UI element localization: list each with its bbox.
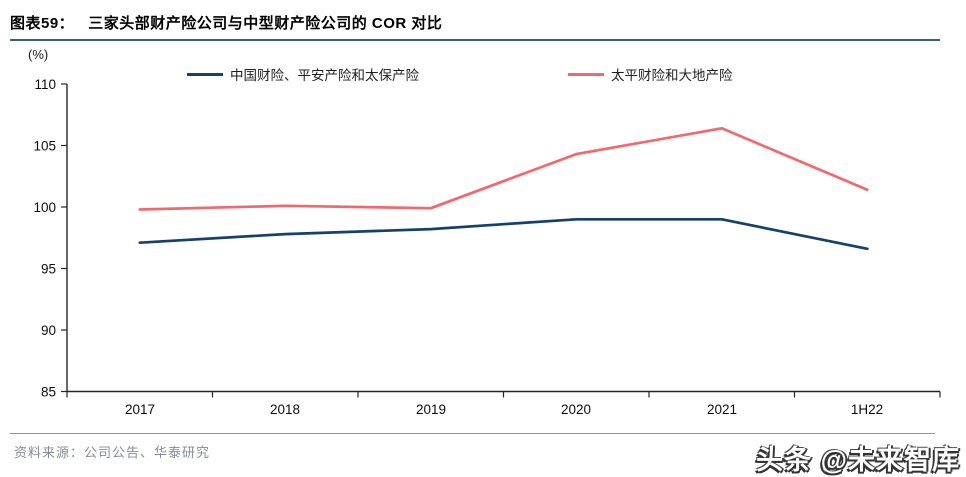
x-axis-label-2021: 2021: [707, 402, 737, 417]
source-divider-rule: [10, 433, 935, 434]
y-axis-unit-label: (%): [28, 47, 49, 62]
y-axis-label-95: 95: [41, 262, 56, 277]
x-axis-label-2018: 2018: [270, 402, 300, 417]
y-axis-label-85: 85: [41, 385, 56, 400]
legend-line-swatch-red: [568, 72, 604, 76]
legend-item-midsize-insurers: 太平财险和大地产险: [568, 66, 733, 83]
watermark-toutiao-future-thinktank: 头条 @未来智库: [756, 445, 960, 475]
x-axis-label-2017: 2017: [125, 402, 155, 417]
source-note: 资料来源：公司公告、华泰研究: [14, 445, 211, 460]
y-axis-label-105: 105: [33, 139, 56, 154]
series-line-midsize-insurers: [138, 126, 869, 211]
y-axis-label-90: 90: [41, 323, 56, 338]
series-line-top3-insurers: [138, 217, 869, 251]
legend-label-midsize-insurers: 太平财险和大地产险: [611, 68, 733, 83]
figure-title-text: 三家头部财产险公司与中型财产险公司的 COR 对比: [88, 15, 443, 32]
legend-item-top3-insurers: 中国财险、平安产险和太保产险: [187, 66, 419, 83]
figure-title: 图表59： 三家头部财产险公司与中型财产险公司的 COR 对比: [10, 12, 442, 33]
x-axis-label-2019: 2019: [416, 402, 446, 417]
y-axis-label-100: 100: [33, 200, 56, 215]
legend-line-swatch-blue: [187, 72, 223, 76]
y-axis-label-110: 110: [34, 77, 56, 92]
x-axis-label-1h22: 1H22: [851, 402, 883, 417]
figure-number-label: 图表59：: [10, 15, 75, 32]
x-axis-label-2020: 2020: [561, 402, 591, 417]
legend-label-top3-insurers: 中国财险、平安产险和太保产险: [230, 68, 419, 83]
title-divider-rule: [10, 39, 940, 41]
